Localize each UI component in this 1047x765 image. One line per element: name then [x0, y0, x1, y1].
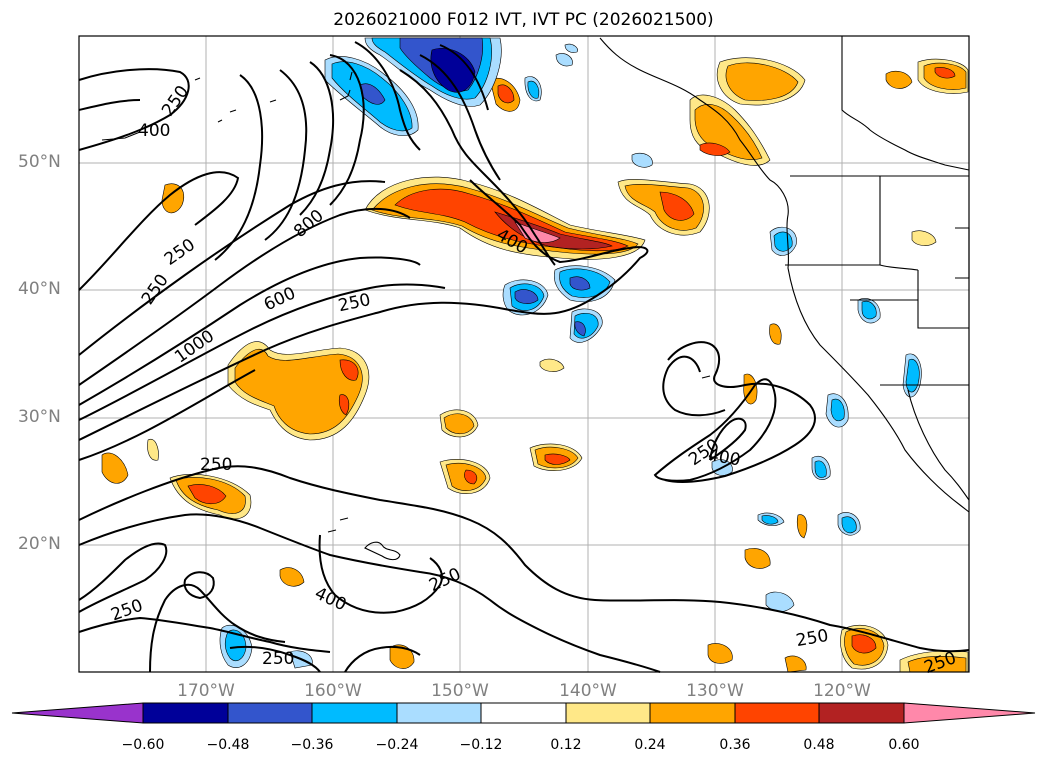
colorbar-bin: [480, 702, 567, 724]
lon-label-170w: 170°W: [177, 681, 235, 701]
colorbar-tick: −0.24: [375, 737, 419, 753]
lat-label-30n: 30°N: [18, 407, 61, 427]
colorbar-under-arrow: [11, 702, 144, 724]
ivt-contours: [78, 41, 970, 673]
ivt-pc-positive-fills: [101, 57, 969, 673]
colorbar-over-arrow: [903, 702, 1036, 724]
lon-label-140w: 140°W: [559, 681, 617, 701]
contour-label: 250: [200, 455, 232, 475]
colorbar-tick: 0.36: [719, 737, 751, 753]
lon-label-120w: 120°W: [813, 681, 871, 701]
colorbar: [11, 702, 1036, 724]
colorbar-tick: 0.60: [888, 737, 920, 753]
figure-title: 2026021000 F012 IVT, IVT PC (2026021500): [333, 10, 714, 30]
colorbar-tick: −0.36: [290, 737, 334, 753]
colorbar-tick: 0.12: [550, 737, 582, 753]
lon-label-160w: 160°W: [304, 681, 362, 701]
colorbar-bin: [396, 702, 482, 724]
colorbar-tick: −0.48: [206, 737, 250, 753]
colorbar-tick: −0.12: [459, 737, 503, 753]
colorbar-tick: −0.60: [121, 737, 165, 753]
lat-label-40n: 40°N: [18, 279, 61, 299]
map-background: [79, 36, 969, 672]
contour-label: 400: [138, 121, 170, 141]
colorbar-bin: [649, 702, 736, 724]
colorbar-tick: 0.24: [634, 737, 666, 753]
lat-label-50n: 50°N: [18, 152, 61, 172]
lat-label-20n: 20°N: [18, 534, 61, 554]
colorbar-bin: [818, 702, 905, 724]
colorbar-bin: [734, 702, 820, 724]
lon-label-130w: 130°W: [686, 681, 744, 701]
colorbar-bin: [565, 702, 651, 724]
contour-label: 250: [262, 649, 294, 669]
ivt-pc-negative-fills: [219, 37, 922, 669]
colorbar-bin: [227, 702, 313, 724]
colorbar-bin: [142, 702, 229, 724]
colorbar-tick: 0.48: [803, 737, 835, 753]
map-frame: [78, 35, 970, 673]
colorbar-bin: [311, 702, 398, 724]
lon-label-150w: 150°W: [431, 681, 489, 701]
coastlines: [101, 36, 970, 561]
